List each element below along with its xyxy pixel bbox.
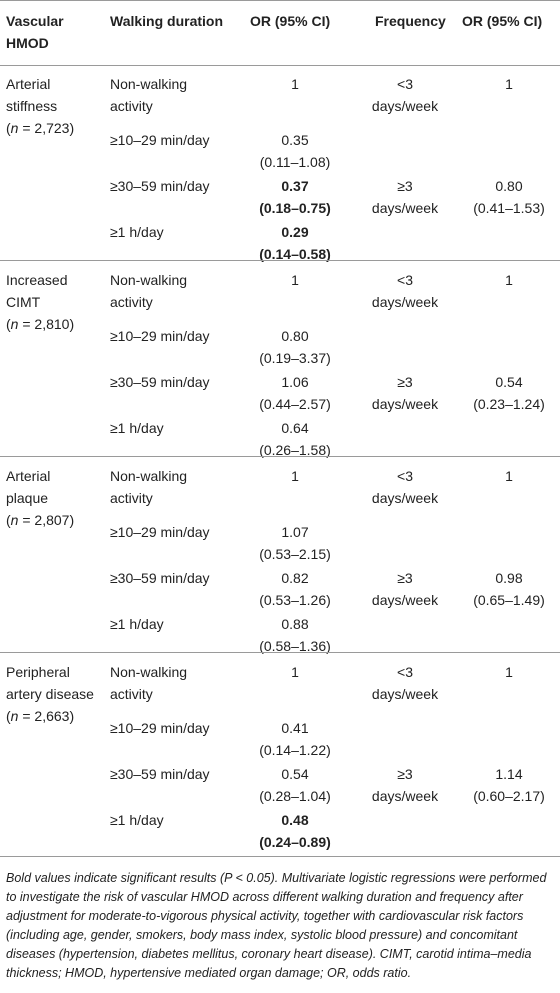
- duration-cell: Non-walking activity: [110, 76, 188, 114]
- group-n: (n = 2,807): [6, 512, 75, 528]
- duration-cell: ≥10–29 min/day: [110, 328, 210, 344]
- group-label: Increased CIMT (n = 2,810): [6, 269, 74, 335]
- duration-cell: ≥30–59 min/day: [110, 570, 210, 586]
- duration-cell: ≥1 h/day: [110, 812, 164, 828]
- header-hmod: Vascular HMOD: [6, 13, 64, 51]
- or2-cell: 0.98 (0.65–1.49): [473, 570, 545, 608]
- or-cell: 1: [291, 468, 299, 484]
- group-n: (n = 2,663): [6, 708, 75, 724]
- frequency-cell: ≥3 days/week: [371, 570, 439, 608]
- group-label: Arterial stiffness (n = 2,723): [6, 73, 74, 139]
- duration-cell: ≥30–59 min/day: [110, 178, 210, 194]
- duration-cell: ≥1 h/day: [110, 224, 164, 240]
- duration-cell: ≥30–59 min/day: [110, 766, 210, 782]
- group-rule: [0, 260, 560, 261]
- or-cell: 0.82 (0.53–1.26): [259, 570, 331, 608]
- group-label: Peripheral artery disease (n = 2,663): [6, 661, 94, 727]
- or-cell: 0.64 (0.26–1.58): [259, 420, 331, 458]
- or-cell: 0.29 (0.14–0.58): [259, 224, 331, 262]
- duration-cell: ≥1 h/day: [110, 420, 164, 436]
- duration-cell: Non-walking activity: [110, 468, 188, 506]
- or-cell: 1: [291, 664, 299, 680]
- or2-cell: 1: [505, 76, 513, 92]
- or-cell: 0.80 (0.19–3.37): [259, 328, 331, 366]
- duration-cell: ≥10–29 min/day: [110, 720, 210, 736]
- frequency-cell: ≥3 days/week: [371, 374, 439, 412]
- or2-cell: 1: [505, 468, 513, 484]
- or2-cell: 1: [505, 272, 513, 288]
- bottom-rule: [0, 856, 560, 857]
- or-cell: 1.07 (0.53–2.15): [259, 524, 331, 562]
- frequency-cell: <3 days/week: [371, 468, 439, 506]
- duration-cell: ≥30–59 min/day: [110, 374, 210, 390]
- frequency-cell: <3 days/week: [371, 272, 439, 310]
- or-cell: 1: [291, 76, 299, 92]
- group-rule: [0, 652, 560, 653]
- header-or2: OR (95% CI): [462, 13, 543, 29]
- or2-cell: 0.54 (0.23–1.24): [473, 374, 545, 412]
- frequency-cell: ≥3 days/week: [371, 178, 439, 216]
- or2-cell: 0.80 (0.41–1.53): [473, 178, 545, 216]
- or2-cell: 1: [505, 664, 513, 680]
- frequency-cell: ≥3 days/week: [371, 766, 439, 804]
- or-cell: 0.37 (0.18–0.75): [259, 178, 331, 216]
- duration-cell: Non-walking activity: [110, 272, 188, 310]
- header-rule: [0, 65, 560, 66]
- header-frequency: Frequency: [375, 13, 446, 29]
- duration-cell: Non-walking activity: [110, 664, 188, 702]
- or-cell: 0.35 (0.11–1.08): [259, 132, 331, 170]
- top-rule: [0, 0, 560, 1]
- frequency-cell: <3 days/week: [371, 76, 439, 114]
- group-rule: [0, 456, 560, 457]
- frequency-cell: <3 days/week: [371, 664, 439, 702]
- or-cell: 1.06 (0.44–2.57): [259, 374, 331, 412]
- header-or1: OR (95% CI): [250, 13, 331, 29]
- header-duration: Walking duration: [110, 13, 224, 29]
- duration-cell: ≥10–29 min/day: [110, 132, 210, 148]
- table-footnote: Bold values indicate significant results…: [6, 871, 547, 980]
- group-n: (n = 2,810): [6, 316, 75, 332]
- group-n: (n = 2,723): [6, 120, 75, 136]
- or2-cell: 1.14 (0.60–2.17): [473, 766, 545, 804]
- or-cell: 1: [291, 272, 299, 288]
- or-cell: 0.88 (0.58–1.36): [259, 616, 331, 654]
- duration-cell: ≥1 h/day: [110, 616, 164, 632]
- or-cell: 0.48 (0.24–0.89): [259, 812, 331, 850]
- or-cell: 0.41 (0.14–1.22): [259, 720, 331, 758]
- or-cell: 0.54 (0.28–1.04): [259, 766, 331, 804]
- group-label: Arterial plaque (n = 2,807): [6, 465, 74, 531]
- duration-cell: ≥10–29 min/day: [110, 524, 210, 540]
